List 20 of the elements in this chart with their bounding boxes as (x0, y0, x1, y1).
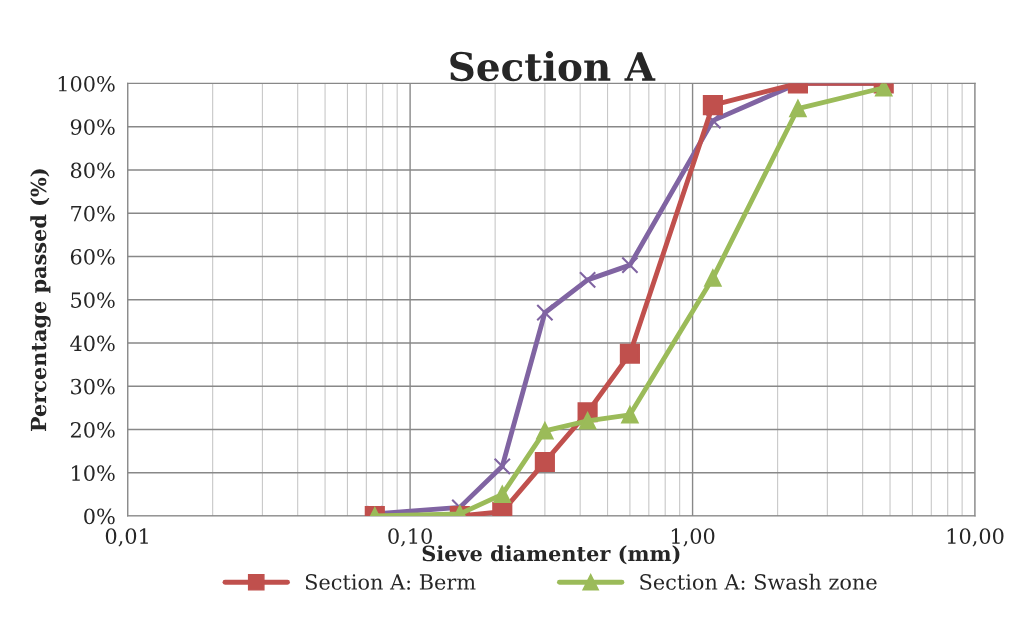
x-tick-label: 0,10 (388, 528, 432, 547)
y-tick-label: 40% (70, 335, 115, 352)
x-tick-label: 10,00 (947, 528, 1004, 547)
y-axis-title: Percentage passed (%) (30, 169, 51, 432)
y-tick-label: 50% (71, 292, 115, 308)
y-tick-label: 70% (71, 205, 115, 222)
y-tick-label: 60% (70, 248, 115, 265)
x-tick-label: 0,01 (105, 528, 148, 547)
y-tick-label: 90% (70, 119, 115, 135)
y-tick-label: 0% (84, 508, 115, 525)
chart-title: Section A (450, 51, 656, 82)
y-tick-label: 10% (72, 465, 115, 481)
y-tick-label: 30% (71, 378, 115, 395)
legend-label: Section A: Swash zone (640, 573, 877, 590)
y-tick-label: 100% (58, 75, 115, 92)
y-tick-label: 80% (70, 162, 115, 179)
legend-label: Section A: Berm (305, 574, 476, 590)
y-tick-label: 20% (70, 421, 115, 438)
x-tick-label: 1,00 (671, 528, 715, 547)
x-axis-title: Sieve diamenter (mm) (422, 545, 680, 565)
